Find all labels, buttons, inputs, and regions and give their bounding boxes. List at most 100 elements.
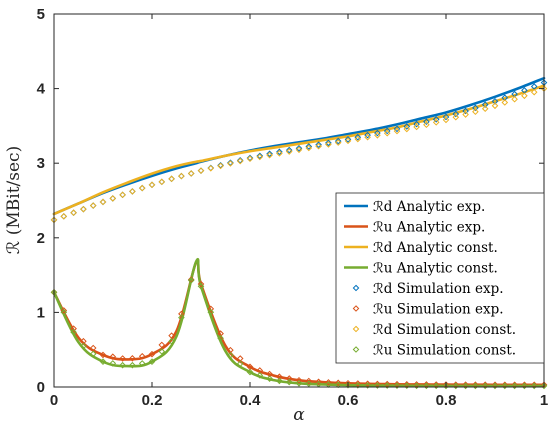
marker-rd-simulation-const-36 xyxy=(403,125,411,133)
legend-entry-ru-analytic-const: ℛu Analytic const. xyxy=(373,261,498,277)
marker-rd-simulation-const-46 xyxy=(501,99,509,106)
marker-rd-simulation-exp-36 xyxy=(403,123,411,130)
marker-ru-simulation-const-31 xyxy=(354,381,362,389)
y-tick-label: 2 xyxy=(37,230,45,247)
marker-rd-simulation-const-22 xyxy=(266,151,273,159)
marker-ru-simulation-const-40 xyxy=(442,382,450,390)
marker-ru-simulation-const-12 xyxy=(168,338,175,345)
marker-rd-simulation-const-8 xyxy=(129,188,136,195)
marker-rd-simulation-exp-41 xyxy=(452,110,460,118)
marker-ru-simulation-const-34 xyxy=(383,382,391,389)
marker-rd-simulation-const-20 xyxy=(246,155,254,163)
marker-rd-simulation-const-5 xyxy=(99,198,107,206)
legend-marker-swatch xyxy=(352,346,360,353)
legend-entry-ru-simulation-const: ℛu Simulation const. xyxy=(373,343,516,359)
marker-ru-simulation-const-35 xyxy=(393,382,401,389)
marker-rd-simulation-const-40 xyxy=(442,116,450,124)
marker-rd-simulation-const-14 xyxy=(187,170,195,177)
marker-ru-simulation-exp-31 xyxy=(354,380,362,387)
marker-rd-simulation-const-41 xyxy=(452,113,460,121)
marker-rd-simulation-const-25 xyxy=(295,146,303,154)
x-tick-label: 1 xyxy=(540,392,548,409)
marker-ru-simulation-exp-32 xyxy=(364,380,371,388)
marker-rd-simulation-exp-42 xyxy=(462,107,469,115)
marker-rd-simulation-exp-37 xyxy=(413,120,420,128)
x-tick-label: 0 xyxy=(50,392,58,409)
marker-ru-simulation-const-41 xyxy=(452,382,460,390)
marker-rd-simulation-const-48 xyxy=(521,92,528,100)
x-tick-label: 0.2 xyxy=(142,392,163,409)
marker-ru-simulation-const-6 xyxy=(109,360,117,367)
marker-ru-simulation-const-43 xyxy=(472,382,479,390)
marker-ru-simulation-const-2 xyxy=(70,328,77,336)
marker-rd-simulation-const-11 xyxy=(158,178,166,186)
marker-ru-simulation-const-50 xyxy=(540,382,548,390)
marker-rd-simulation-const-34 xyxy=(383,129,391,137)
marker-rd-simulation-const-33 xyxy=(374,131,381,139)
marker-ru-simulation-const-15 xyxy=(197,282,205,290)
marker-rd-simulation-const-23 xyxy=(276,150,283,157)
marker-ru-simulation-const-7 xyxy=(119,361,126,369)
x-axis-label: α xyxy=(293,405,305,425)
marker-rd-simulation-const-38 xyxy=(423,121,430,129)
marker-ru-simulation-exp-1 xyxy=(60,307,68,314)
marker-rd-simulation-const-16 xyxy=(207,164,215,172)
legend-entry-rd-simulation-exp: ℛd Simulation exp. xyxy=(373,281,504,297)
y-tick-label: 3 xyxy=(37,155,45,172)
legend-entry-ru-analytic-exp: ℛu Analytic exp. xyxy=(373,220,485,236)
marker-ru-simulation-exp-6 xyxy=(109,353,117,361)
marker-rd-simulation-exp-20 xyxy=(246,154,254,162)
marker-ru-simulation-const-47 xyxy=(511,382,518,390)
marker-ru-simulation-const-5 xyxy=(99,358,107,365)
legend-entry-rd-simulation-const: ℛd Simulation const. xyxy=(373,322,516,338)
marker-rd-simulation-const-32 xyxy=(364,133,371,141)
marker-rd-simulation-const-21 xyxy=(256,153,264,161)
marker-rd-simulation-const-28 xyxy=(325,141,332,148)
marker-ru-simulation-const-45 xyxy=(491,382,499,390)
legend-entry-rd-analytic-exp: ℛd Analytic exp. xyxy=(373,199,485,215)
marker-rd-simulation-const-44 xyxy=(481,105,489,113)
axes-layer: 0 0.2 0.4 0.6 0.8 1 0 1 2 3 4 5 xyxy=(37,6,549,409)
marker-rd-simulation-const-29 xyxy=(334,139,342,146)
marker-rd-simulation-const-1 xyxy=(60,213,68,220)
marker-rd-simulation-const-3 xyxy=(80,205,87,213)
y-tick-label: 0 xyxy=(37,379,45,396)
marker-rd-simulation-const-43 xyxy=(472,108,479,116)
marker-ru-simulation-const-42 xyxy=(462,382,469,390)
marker-rd-simulation-const-35 xyxy=(393,127,401,135)
y-tick-label: 4 xyxy=(37,81,46,98)
legend-marker-swatch xyxy=(352,284,360,292)
marker-rd-simulation-const-37 xyxy=(413,123,420,131)
marker-ru-simulation-const-33 xyxy=(374,382,381,389)
marker-rd-simulation-exp-22 xyxy=(266,150,273,158)
marker-ru-simulation-exp-24 xyxy=(285,375,293,382)
marker-ru-simulation-const-19 xyxy=(236,360,244,368)
marker-rd-simulation-exp-29 xyxy=(334,137,342,145)
series-line-rd-analytic-exp xyxy=(52,76,546,216)
marker-ru-simulation-const-17 xyxy=(217,334,224,342)
marker-ru-simulation-const-25 xyxy=(295,379,303,387)
marker-ru-simulation-exp-15 xyxy=(197,280,205,288)
marker-rd-simulation-exp-40 xyxy=(442,113,450,121)
marker-rd-simulation-const-39 xyxy=(432,119,440,126)
marker-rd-simulation-const-6 xyxy=(109,195,117,202)
marker-rd-simulation-exp-23 xyxy=(276,148,283,156)
marker-ru-simulation-const-1 xyxy=(60,308,68,316)
marker-rd-simulation-const-2 xyxy=(70,209,77,217)
marker-ru-simulation-const-46 xyxy=(501,382,509,390)
marker-rd-simulation-exp-32 xyxy=(364,131,371,139)
marker-ru-simulation-const-21 xyxy=(256,372,264,379)
marker-ru-simulation-exp-13 xyxy=(178,310,185,318)
marker-rd-simulation-exp-45 xyxy=(491,97,499,105)
marker-rd-simulation-exp-18 xyxy=(227,159,234,167)
marker-ru-simulation-exp-25 xyxy=(295,376,303,384)
legend-marker-swatch xyxy=(352,325,360,333)
marker-rd-simulation-exp-33 xyxy=(374,129,381,137)
marker-ru-simulation-const-37 xyxy=(413,382,420,390)
marker-ru-simulation-const-39 xyxy=(432,382,440,390)
marker-ru-simulation-const-18 xyxy=(227,352,234,359)
marker-ru-simulation-const-11 xyxy=(158,348,166,355)
marker-ru-simulation-exp-27 xyxy=(315,378,322,386)
series-layer xyxy=(50,76,548,390)
marker-ru-simulation-const-9 xyxy=(138,360,146,367)
